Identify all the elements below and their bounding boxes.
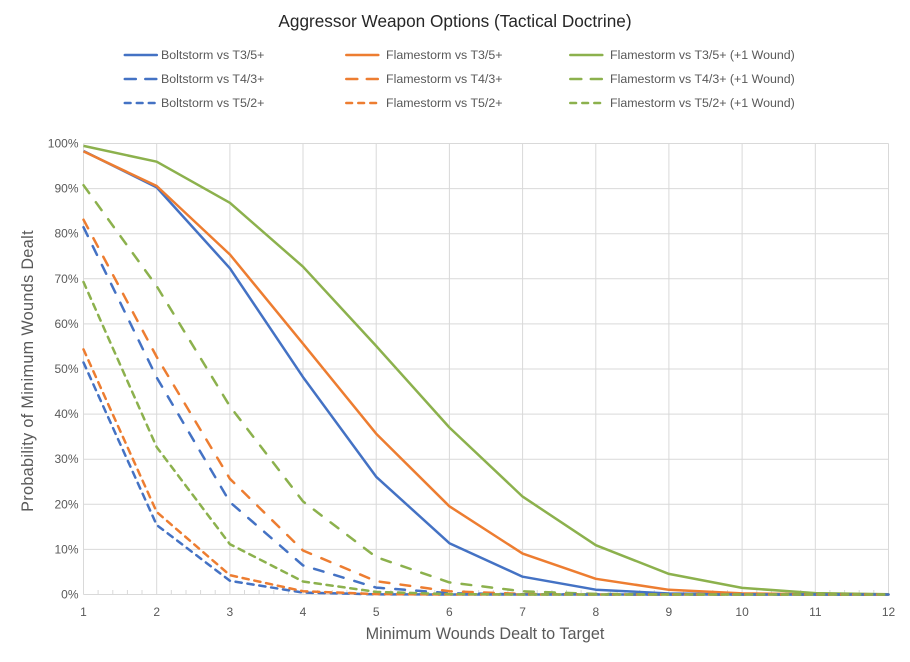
svg-text:20%: 20% [54,497,78,511]
svg-text:4: 4 [300,605,307,619]
svg-text:10: 10 [735,605,749,619]
svg-text:40%: 40% [54,407,78,421]
svg-text:5: 5 [373,605,380,619]
svg-text:Flamestorm vs T5/2+ (+1 Wound): Flamestorm vs T5/2+ (+1 Wound) [610,96,795,110]
svg-text:Boltstorm vs T5/2+: Boltstorm vs T5/2+ [161,96,264,110]
svg-text:90%: 90% [54,182,78,196]
svg-text:80%: 80% [54,227,78,241]
svg-text:Probability of Minimum Wounds: Probability of Minimum Wounds Dealt [19,230,37,512]
svg-text:1: 1 [80,605,87,619]
svg-text:Flamestorm vs T3/5+: Flamestorm vs T3/5+ [386,48,502,62]
svg-text:3: 3 [227,605,234,619]
svg-text:Flamestorm vs T4/3+ (+1 Wound): Flamestorm vs T4/3+ (+1 Wound) [610,72,795,86]
svg-text:50%: 50% [54,362,78,376]
svg-text:10%: 10% [54,542,78,556]
svg-text:7: 7 [519,605,526,619]
svg-text:30%: 30% [54,452,78,466]
svg-text:11: 11 [809,605,822,619]
svg-text:100%: 100% [48,137,79,151]
svg-text:0%: 0% [61,588,79,602]
svg-text:2: 2 [153,605,160,619]
svg-text:12: 12 [882,605,896,619]
svg-text:70%: 70% [54,272,78,286]
svg-text:Boltstorm vs T4/3+: Boltstorm vs T4/3+ [161,72,264,86]
svg-text:Flamestorm vs T4/3+: Flamestorm vs T4/3+ [386,72,502,86]
svg-text:9: 9 [666,605,673,619]
svg-text:6: 6 [446,605,453,619]
svg-text:Flamestorm vs T5/2+: Flamestorm vs T5/2+ [386,96,502,110]
svg-text:Minimum Wounds Dealt to Targe: Minimum Wounds Dealt to Target [366,625,605,643]
svg-text:Aggressor Weapon Options (Tact: Aggressor Weapon Options (Tactical Doctr… [278,11,631,31]
svg-text:8: 8 [592,605,599,619]
svg-text:60%: 60% [54,317,78,331]
svg-text:Flamestorm vs T3/5+ (+1 Wound): Flamestorm vs T3/5+ (+1 Wound) [610,48,795,62]
svg-text:Boltstorm vs T3/5+: Boltstorm vs T3/5+ [161,48,264,62]
